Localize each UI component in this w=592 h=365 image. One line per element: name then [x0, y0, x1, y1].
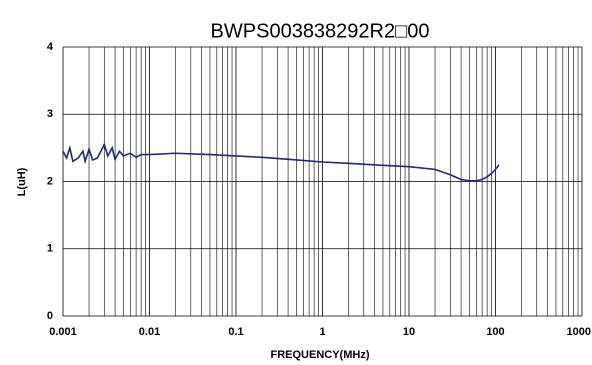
- x-tick-label: 100: [486, 326, 504, 338]
- y-tick-label: 4: [47, 41, 54, 53]
- y-tick-label: 3: [47, 108, 53, 120]
- x-axis-label: FREQUENCY(MHz): [271, 349, 370, 361]
- y-tick-label: 1: [47, 243, 53, 255]
- x-tick-label: 0.1: [228, 326, 243, 338]
- x-tick-label: 0.001: [49, 326, 77, 338]
- x-tick-label: 1: [319, 326, 325, 338]
- y-tick-label: 2: [47, 175, 53, 187]
- y-axis-label: L(uH): [16, 167, 28, 196]
- x-tick-label: 10: [403, 326, 415, 338]
- x-tick-label: 1000: [567, 326, 591, 338]
- data-line: [62, 142, 500, 182]
- chart-title: BWPS003838292R2□00: [211, 20, 430, 42]
- x-tick-label: 0.01: [139, 326, 160, 338]
- y-tick-label: 0: [47, 310, 53, 322]
